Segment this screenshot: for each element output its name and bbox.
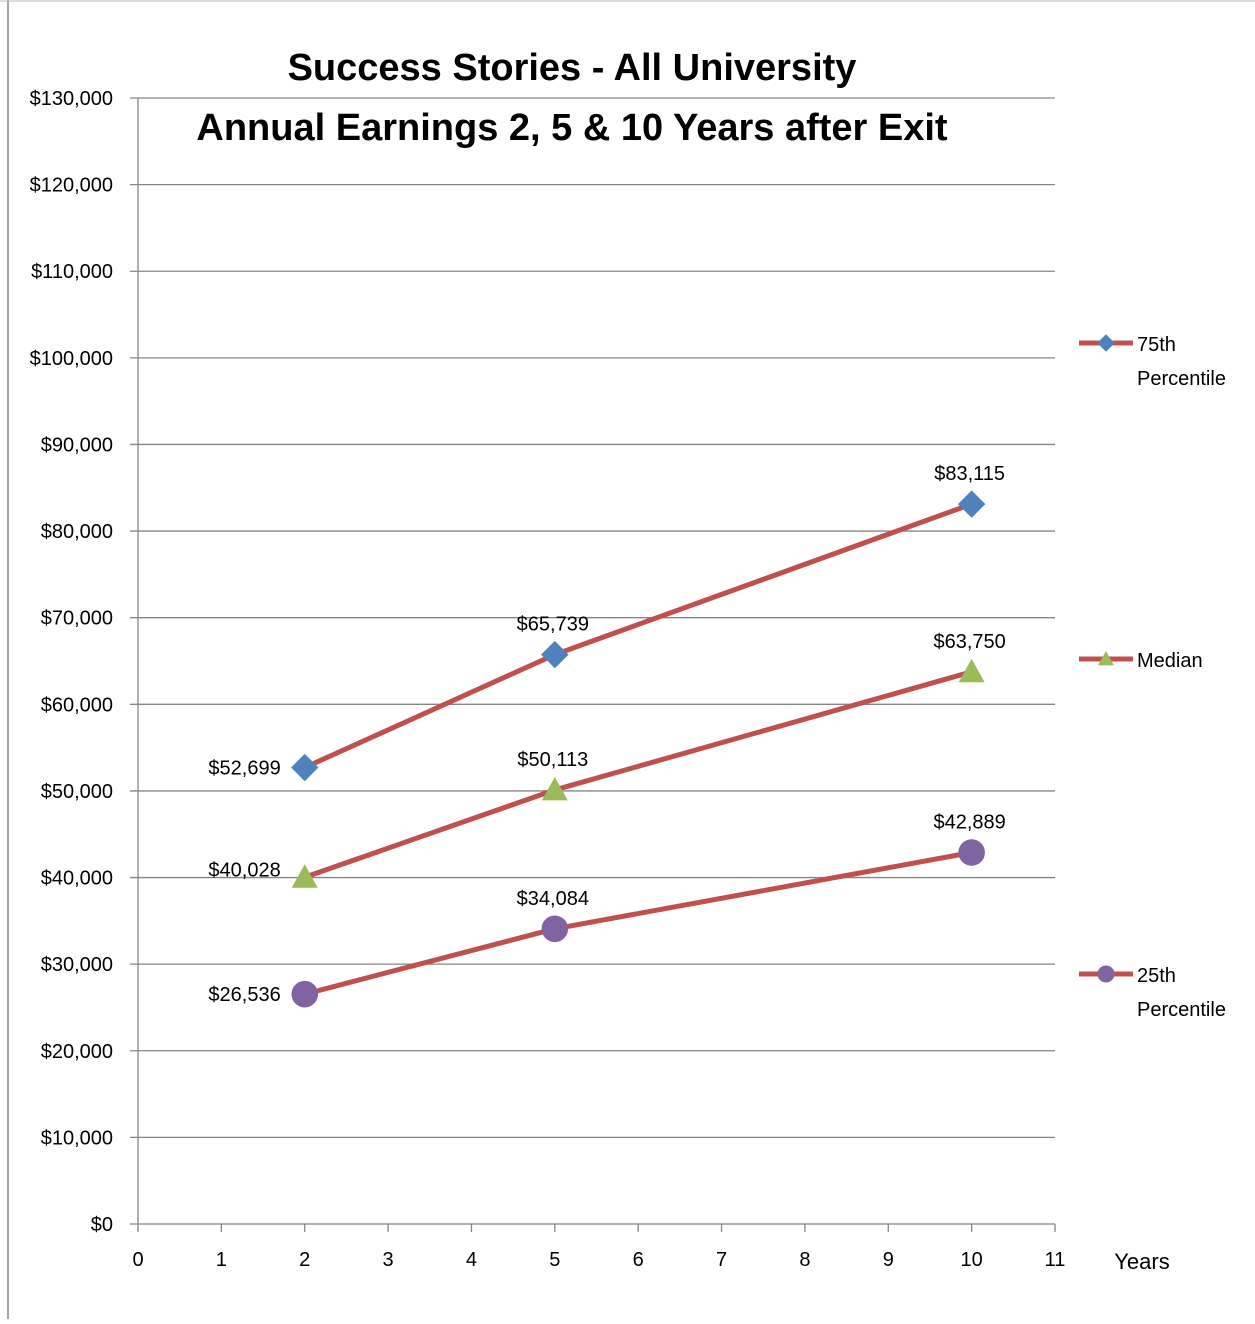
x-tick-label: 1 — [216, 1249, 227, 1271]
chart-subtitle: Annual Earnings 2, 5 & 10 Years after Ex… — [196, 107, 948, 149]
y-tick-label: $130,000 — [30, 88, 113, 110]
legend-marker — [1098, 651, 1114, 666]
y-tick-label: $70,000 — [41, 608, 113, 630]
x-tick-label: 8 — [799, 1249, 810, 1271]
data-label: $42,889 — [933, 812, 1005, 834]
series-line — [302, 501, 975, 771]
y-tick-label: $90,000 — [41, 434, 113, 456]
legend: 75th Percentile Median 25th Percentile — [1079, 334, 1226, 1021]
series-layer — [291, 490, 986, 1008]
x-tick-label: 5 — [549, 1249, 560, 1271]
chart-title: Success Stories - All University — [288, 47, 857, 89]
y-tick-label: $100,000 — [30, 348, 113, 370]
data-label: $34,084 — [517, 888, 589, 910]
gridlines — [130, 97, 1055, 1225]
legend-label: Percentile — [1137, 999, 1226, 1021]
y-tick-label: $0 — [91, 1214, 113, 1236]
y-tick-label: $50,000 — [41, 781, 113, 803]
x-tick-label: 9 — [883, 1249, 894, 1271]
data-label: $63,750 — [933, 631, 1005, 653]
x-tick-label: 3 — [383, 1249, 394, 1271]
x-tick-label: 11 — [1045, 1249, 1066, 1271]
legend-item: 75th Percentile — [1079, 334, 1226, 390]
data-label: $65,739 — [517, 614, 589, 636]
legend-marker — [1097, 965, 1115, 983]
legend-label: 25th — [1137, 965, 1176, 987]
data-point-marker — [958, 658, 985, 683]
data-point-marker — [541, 640, 569, 669]
series-line — [302, 850, 975, 997]
legend-item: Median — [1079, 650, 1203, 672]
legend-label: Percentile — [1137, 368, 1226, 390]
data-point-marker — [957, 490, 986, 518]
data-labels: $52,699 $65,739 $83,115 $40,028 $50,113 $63,7… — [208, 463, 1005, 1006]
data-label: $52,699 — [208, 758, 280, 780]
x-tick-label: 6 — [633, 1249, 644, 1271]
data-point-marker — [291, 864, 318, 888]
y-tick-label: $10,000 — [41, 1127, 113, 1149]
data-label: $50,113 — [517, 749, 588, 771]
series-line — [302, 669, 975, 880]
data-label: $40,028 — [208, 859, 280, 881]
legend-label: Median — [1137, 650, 1203, 672]
x-axis-title: Years — [1114, 1249, 1169, 1274]
legend-item: 25th Percentile — [1079, 965, 1226, 1021]
data-point-marker — [541, 915, 569, 943]
y-tick-label: $110,000 — [31, 261, 113, 283]
data-label: $83,115 — [934, 463, 1005, 485]
legend-marker — [1097, 334, 1115, 352]
y-tick-label: $40,000 — [41, 868, 113, 890]
x-tick-label: 7 — [716, 1249, 727, 1271]
y-tick-label: $30,000 — [41, 954, 113, 976]
data-point-marker — [541, 776, 568, 801]
data-point-marker — [291, 753, 319, 782]
x-tick-label: 0 — [132, 1249, 143, 1271]
y-tick-label: $60,000 — [41, 694, 113, 716]
data-label: $26,536 — [208, 984, 280, 1006]
x-tick-label: 4 — [466, 1249, 477, 1271]
x-tick-label: 10 — [961, 1249, 983, 1271]
x-tick-label: 2 — [299, 1249, 310, 1271]
legend-label: 75th — [1137, 334, 1176, 356]
data-point-marker — [958, 839, 985, 866]
y-tick-label: $80,000 — [41, 521, 113, 543]
data-point-marker — [291, 980, 319, 1008]
y-tick-label: $20,000 — [41, 1041, 113, 1063]
y-tick-label: $120,000 — [30, 175, 113, 197]
